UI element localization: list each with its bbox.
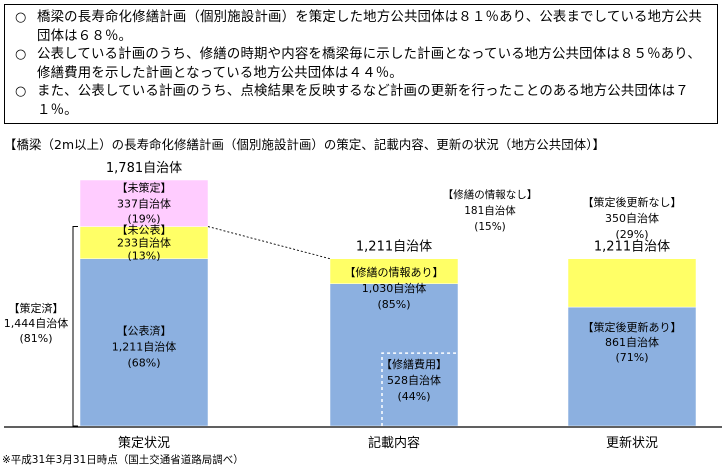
segment-label: 【未公表】 — [117, 223, 172, 237]
bar-segment — [79, 179, 209, 227]
segment-label: (85%) — [377, 298, 410, 311]
bar-segment — [567, 306, 697, 427]
footnote: ※平成31年3月31日時点（国土交通省道路局調べ） — [2, 454, 244, 466]
segment-label: (13%) — [127, 250, 160, 263]
sub-segment-label: 【修繕費用】 — [381, 357, 447, 371]
connector-line — [207, 226, 331, 260]
bar-segment — [329, 258, 459, 284]
summary-text: 公表している計画のうち、修繕の時期や内容を橋梁毎に示した計画となっている地方公共… — [37, 47, 701, 81]
segment-label: (29%) — [615, 228, 648, 241]
summary-item: ○ また、公表している計画のうち、点検結果を反映するなど計画の更新を行ったことの… — [15, 83, 711, 120]
bar-segment — [567, 258, 697, 308]
category-label: 策定状況 — [118, 435, 170, 451]
segment-label: 【修繕の情報なし】 — [443, 188, 538, 201]
bar-segment — [79, 258, 209, 427]
segment-label: 【策定後更新なし】 — [583, 195, 682, 209]
segment-label: (15%) — [474, 221, 506, 233]
bracket-label: 1,444自治体 — [4, 316, 69, 330]
segment-label: 337自治体 — [117, 196, 171, 210]
sub-segment-label: 528自治体 — [387, 373, 441, 387]
segment-label: 181自治体 — [464, 204, 516, 217]
summary-box: ○ 橋梁の長寿命化修繕計画（個別施設計画）を策定した地方公共団体は８１％あり、公… — [4, 4, 718, 124]
category-label: 記載内容 — [368, 435, 420, 451]
bullet-circle-icon: ○ — [15, 10, 27, 25]
bar-total-label: 1,781自治体 — [106, 161, 182, 176]
segment-label: 233自治体 — [117, 236, 171, 250]
bullet-circle-icon: ○ — [15, 84, 27, 99]
segment-label: 【策定後更新あり】 — [583, 320, 682, 334]
bracket-label: 【策定済】 — [9, 301, 64, 315]
segment-label: (68%) — [127, 356, 160, 369]
summary-item: ○ 公表している計画のうち、修繕の時期や内容を橋梁毎に示した計画となっている地方… — [15, 46, 711, 83]
sub-segment-label: (44%) — [397, 390, 430, 403]
bar-segment — [329, 283, 459, 427]
segment-label: 【公表済】 — [117, 323, 172, 337]
summary-item: ○ 橋梁の長寿命化修繕計画（個別施設計画）を策定した地方公共団体は８１％あり、公… — [15, 9, 711, 46]
segment-label: 【未策定】 — [117, 180, 172, 194]
category-label: 更新状況 — [606, 435, 658, 451]
bracket-label: (81%) — [19, 332, 52, 345]
bar-segment — [79, 226, 209, 259]
segment-label: 1,211自治体 — [112, 339, 177, 353]
bracket — [72, 226, 78, 427]
sub-segment-outline — [381, 352, 458, 426]
bullet-circle-icon: ○ — [15, 47, 27, 62]
segment-label: 1,030自治体 — [362, 281, 427, 295]
segment-label: 【修繕の情報あり】 — [345, 265, 444, 279]
segment-label: (19%) — [127, 212, 160, 225]
chart-title: 【橋梁（2m以上）の長寿命化修繕計画（個別施設計画）の策定、記載内容、更新の状況… — [4, 137, 606, 152]
bar-total-label: 1,211自治体 — [356, 240, 432, 255]
summary-text: また、公表している計画のうち、点検結果を反映するなど計画の更新を行ったことのある… — [37, 84, 689, 118]
bar-total-label: 1,211自治体 — [594, 240, 670, 255]
segment-label: 350自治体 — [605, 211, 659, 225]
segment-label: 861自治体 — [605, 335, 659, 349]
segment-label: (71%) — [615, 351, 648, 364]
summary-text: 橋梁の長寿命化修繕計画（個別施設計画）を策定した地方公共団体は８１％あり、公表ま… — [37, 10, 702, 44]
